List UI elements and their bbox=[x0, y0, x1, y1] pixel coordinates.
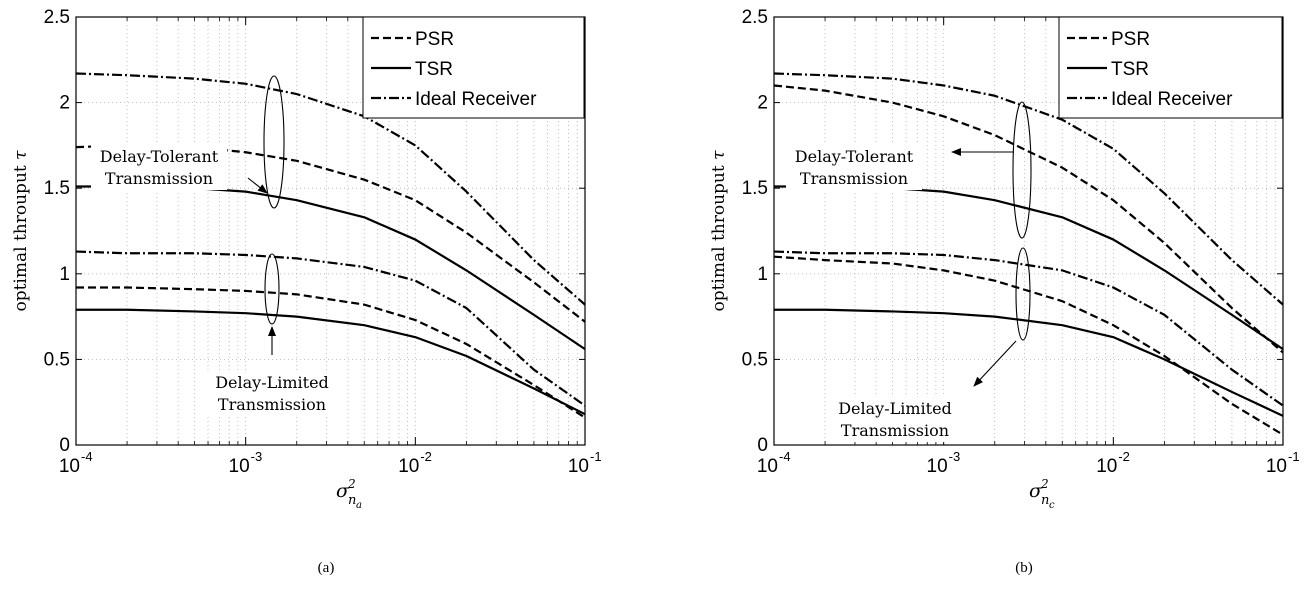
annotation-text: Delay-Tolerant bbox=[795, 147, 914, 166]
annotation-delay-tolerant: Delay-Tolerant Transmission bbox=[786, 101, 1032, 239]
annotation-ellipse bbox=[1015, 247, 1031, 341]
legend-label: TSR bbox=[415, 59, 453, 80]
y-axis-label-symbol: τ bbox=[709, 150, 729, 160]
annotation-text: Transmission bbox=[218, 395, 326, 414]
legend: PSR TSR Ideal Receiver bbox=[1058, 16, 1283, 119]
series-line-delay-limited-psr bbox=[76, 286, 586, 419]
y-tick-label: 0.5 bbox=[742, 349, 768, 370]
y-tick-label: 1.5 bbox=[742, 178, 768, 199]
annotation-text: Transmission bbox=[105, 169, 213, 188]
annotation-text-backdrop bbox=[827, 396, 963, 442]
series-line-delay-tolerant-ideal-receiver bbox=[773, 72, 1284, 306]
x-axis-label: σ 2 n c bbox=[1029, 477, 1055, 511]
legend-label: TSR bbox=[1111, 59, 1149, 80]
y-axis-label: optimal throuput τ bbox=[11, 150, 31, 312]
legend-label: Ideal Receiver bbox=[415, 89, 537, 110]
x-axis-label-subsub: a bbox=[356, 500, 362, 511]
annotation-ellipse bbox=[264, 253, 280, 325]
x-tick-base: 10 bbox=[229, 456, 250, 477]
annotation-text-backdrop bbox=[786, 144, 922, 190]
x-tick-exponent: -2 bbox=[420, 449, 432, 464]
x-tick-label: 10 -2 bbox=[1096, 449, 1130, 477]
annotation-ellipse bbox=[263, 75, 285, 209]
y-tick-label: 0 bbox=[757, 435, 768, 456]
x-tick-base: 10 bbox=[757, 456, 778, 477]
x-axis-label-subsub: c bbox=[1049, 500, 1055, 511]
y-axis-label-symbol: τ bbox=[11, 150, 31, 160]
annotation-arrow bbox=[973, 340, 1017, 387]
y-axis-label-text: optimal throuput bbox=[11, 160, 31, 312]
legend: PSR TSR Ideal Receiver bbox=[362, 16, 585, 119]
x-tick-label: 10 -4 bbox=[59, 449, 93, 477]
x-tick-base: 10 bbox=[1266, 456, 1287, 477]
x-tick-base: 10 bbox=[568, 456, 589, 477]
y-tick-label: 2.5 bbox=[742, 7, 768, 28]
annotation-delay-limited: Delay-Limited Transmission bbox=[827, 247, 1031, 442]
series-line-delay-limited-ideal-receiver bbox=[75, 250, 586, 407]
x-tick-exponent: -3 bbox=[949, 449, 961, 464]
x-tick-base: 10 bbox=[927, 456, 948, 477]
x-tick-label: 10 -3 bbox=[229, 449, 263, 477]
y-tick-label: 2 bbox=[59, 93, 70, 114]
axes-frame bbox=[75, 16, 586, 446]
x-tick-label: 10 -1 bbox=[1266, 449, 1300, 477]
x-tick-label: 10 -3 bbox=[927, 449, 961, 477]
series-line-delay-tolerant-ideal-receiver bbox=[75, 72, 586, 306]
x-tick-exponent: -2 bbox=[1118, 449, 1130, 464]
annotation-arrow bbox=[247, 177, 268, 194]
x-axis-label-sub: n bbox=[348, 493, 356, 508]
x-tick-exponent: -1 bbox=[1288, 449, 1300, 464]
x-axis-label-sup: 2 bbox=[1040, 477, 1049, 491]
series-line-delay-limited-psr bbox=[773, 255, 1284, 436]
x-tick-exponent: -3 bbox=[251, 449, 263, 464]
y-tick-label: 1 bbox=[757, 264, 768, 285]
annotation-text: Transmission bbox=[841, 421, 949, 440]
legend-label: PSR bbox=[1111, 29, 1150, 50]
panel-caption: (a) bbox=[318, 560, 335, 576]
x-axis-label-base: σ bbox=[1029, 480, 1043, 502]
y-axis-label-text: optimal throuput bbox=[709, 160, 729, 312]
x-axis-label-sub: n bbox=[1041, 493, 1049, 508]
y-tick-label: 2 bbox=[757, 93, 768, 114]
x-tick-label: 10 -1 bbox=[568, 449, 602, 477]
y-tick-label: 0.5 bbox=[44, 349, 70, 370]
axes-frame bbox=[773, 16, 1284, 446]
y-tick-label: 1.5 bbox=[44, 178, 70, 199]
annotation-delay-tolerant: Delay-Tolerant Transmission bbox=[91, 75, 285, 209]
x-tick-base: 10 bbox=[1096, 456, 1117, 477]
legend-label: PSR bbox=[415, 29, 454, 50]
legend-label: Ideal Receiver bbox=[1111, 89, 1233, 110]
x-tick-exponent: -1 bbox=[590, 449, 602, 464]
panel-caption: (b) bbox=[1015, 560, 1033, 576]
y-tick-label: 1 bbox=[59, 264, 70, 285]
x-axis-label-sup: 2 bbox=[347, 477, 356, 491]
y-tick-label: 0 bbox=[59, 435, 70, 456]
x-tick-exponent: -4 bbox=[81, 449, 93, 464]
annotation-text: Transmission bbox=[800, 169, 908, 188]
annotation-text-backdrop bbox=[91, 144, 227, 190]
annotation-delay-limited: Delay-Limited Transmission bbox=[204, 253, 340, 416]
x-tick-exponent: -4 bbox=[779, 449, 791, 464]
series-line-delay-tolerant-psr bbox=[773, 84, 1284, 354]
y-tick-label: 2.5 bbox=[44, 7, 70, 28]
x-tick-base: 10 bbox=[59, 456, 80, 477]
annotation-text: Delay-Limited bbox=[215, 373, 329, 392]
annotation-text: Delay-Limited bbox=[838, 399, 952, 418]
annotation-text: Delay-Tolerant bbox=[100, 147, 219, 166]
annotation-text-backdrop bbox=[204, 370, 340, 416]
x-axis-label-base: σ bbox=[336, 480, 350, 502]
y-axis-label: optimal throuput τ bbox=[709, 150, 729, 312]
series-line-delay-limited-tsr bbox=[76, 308, 586, 416]
x-tick-label: 10 -2 bbox=[398, 449, 432, 477]
x-axis-label: σ 2 n a bbox=[336, 477, 362, 511]
x-tick-base: 10 bbox=[398, 456, 419, 477]
x-tick-label: 10 -4 bbox=[757, 449, 791, 477]
annotation-ellipse bbox=[1012, 101, 1032, 239]
